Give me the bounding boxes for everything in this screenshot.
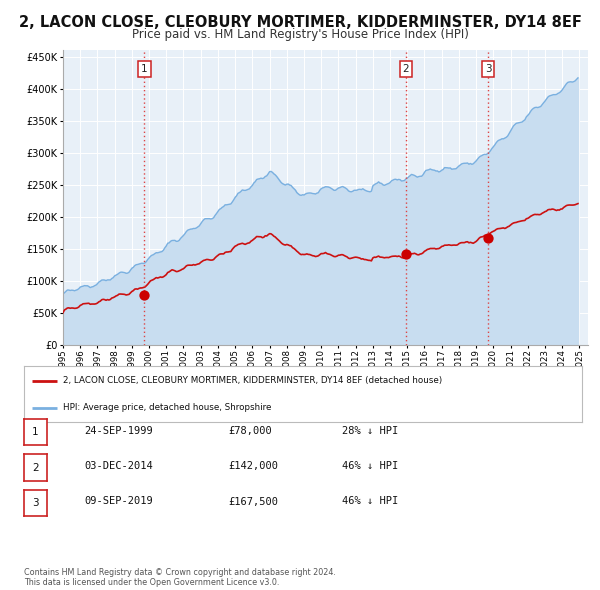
Text: 1: 1 xyxy=(32,427,39,437)
Text: 1: 1 xyxy=(141,64,148,74)
Text: 24-SEP-1999: 24-SEP-1999 xyxy=(84,426,153,435)
Point xyxy=(401,250,410,259)
Text: 2: 2 xyxy=(32,463,39,473)
Text: 2, LACON CLOSE, CLEOBURY MORTIMER, KIDDERMINSTER, DY14 8EF (detached house): 2, LACON CLOSE, CLEOBURY MORTIMER, KIDDE… xyxy=(63,376,442,385)
Text: £142,000: £142,000 xyxy=(228,461,278,471)
Text: 46% ↓ HPI: 46% ↓ HPI xyxy=(342,461,398,471)
Text: HPI: Average price, detached house, Shropshire: HPI: Average price, detached house, Shro… xyxy=(63,404,271,412)
Text: 3: 3 xyxy=(485,64,491,74)
Text: 09-SEP-2019: 09-SEP-2019 xyxy=(84,497,153,506)
Text: 3: 3 xyxy=(32,498,39,508)
Text: £167,500: £167,500 xyxy=(228,497,278,506)
Text: 2: 2 xyxy=(403,64,409,74)
Point xyxy=(483,233,493,242)
Text: Price paid vs. HM Land Registry's House Price Index (HPI): Price paid vs. HM Land Registry's House … xyxy=(131,28,469,41)
Point xyxy=(140,290,149,300)
Text: 2, LACON CLOSE, CLEOBURY MORTIMER, KIDDERMINSTER, DY14 8EF: 2, LACON CLOSE, CLEOBURY MORTIMER, KIDDE… xyxy=(19,15,581,30)
Text: 46% ↓ HPI: 46% ↓ HPI xyxy=(342,497,398,506)
Text: 28% ↓ HPI: 28% ↓ HPI xyxy=(342,426,398,435)
Text: £78,000: £78,000 xyxy=(228,426,272,435)
Text: Contains HM Land Registry data © Crown copyright and database right 2024.
This d: Contains HM Land Registry data © Crown c… xyxy=(24,568,336,587)
Text: 03-DEC-2014: 03-DEC-2014 xyxy=(84,461,153,471)
